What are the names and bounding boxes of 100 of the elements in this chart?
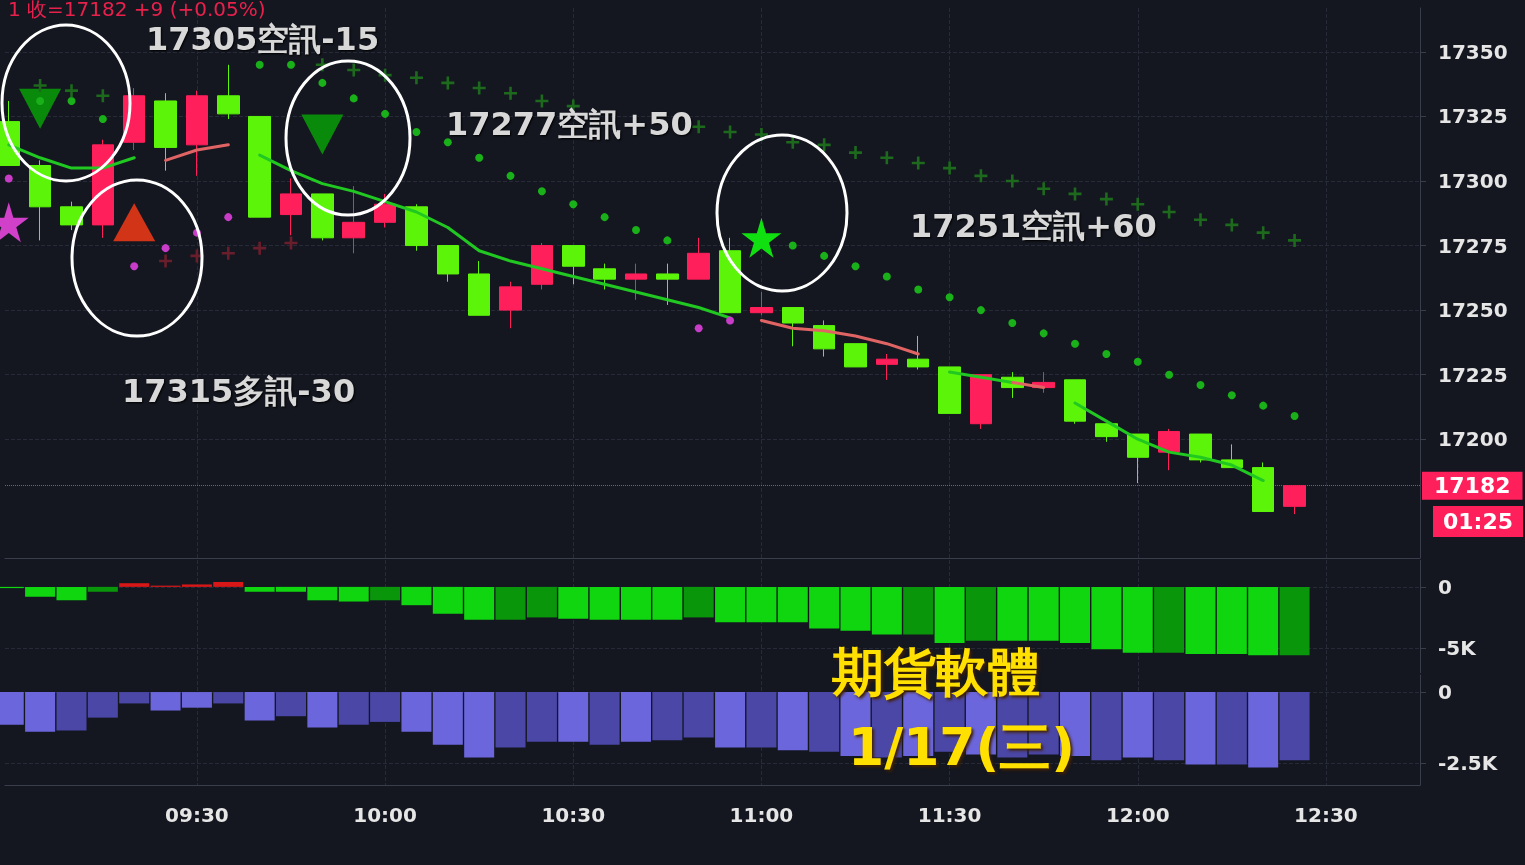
point [1196,381,1205,389]
point [253,241,267,255]
point [33,78,47,92]
point [1165,370,1174,379]
point [506,171,515,180]
point [36,96,45,105]
point [287,60,296,69]
point [1005,174,1019,188]
candlestick [1158,428,1180,471]
point [788,241,797,250]
point [1133,357,1142,366]
candlestick [29,159,51,241]
point [820,251,829,260]
point [726,316,735,325]
annotation: 17251空訊+60 [910,206,1157,247]
candlestick [280,177,302,236]
point [96,89,110,103]
point [130,262,139,271]
candlestick [844,343,867,368]
annotation: 17315多訊-30 [122,371,356,412]
y-tick-label: 0 [1438,574,1452,599]
x-tick-label: 10:00 [353,803,417,827]
point [1099,192,1113,206]
candlestick [60,201,83,231]
point [1193,213,1207,227]
candlestick [625,263,647,301]
point [1259,401,1268,410]
candlestick [562,245,585,285]
candlestick [1064,379,1086,425]
y-tick-label: 17250 [1438,298,1508,323]
point [849,146,863,160]
point [381,109,390,118]
point [911,156,925,170]
candlestick [1095,423,1118,443]
candlestick [405,203,428,252]
y-tick-label: -5K [1438,635,1478,660]
point [255,60,264,69]
point [1037,182,1051,196]
point [692,120,706,134]
point [1008,319,1017,328]
y-tick-label: 17325 [1438,104,1508,129]
point [65,84,78,98]
point [409,71,423,85]
candlestick [154,92,177,172]
text: 01:25 [1433,506,1524,537]
point [1256,226,1270,240]
candlestick [1252,461,1274,513]
x-tick-label: 12:00 [1105,803,1170,827]
point [537,187,546,196]
point [880,151,894,165]
point [475,153,484,162]
candlestick [938,366,961,414]
point [161,244,170,253]
x-tick-label: 12:30 [1294,803,1358,827]
candlestick [217,64,240,120]
point [412,127,421,136]
point [943,161,957,175]
candlestick [468,260,490,316]
candlestick [531,242,553,290]
candlestick [656,263,679,306]
candlestick [311,193,334,241]
candlestick [499,281,522,329]
candlestick [186,90,208,177]
x-tick-label: 09:30 [165,803,229,827]
y-tick-label: 17300 [1438,169,1508,193]
point [1227,391,1236,400]
point [914,285,923,294]
point [786,135,800,149]
candlestick [782,307,804,347]
candlestick [374,193,396,228]
point [504,86,518,100]
candlestick [342,185,365,254]
point [221,246,235,260]
candlestick [687,237,710,280]
point [600,213,609,222]
x-tick-label: 10:30 [541,803,606,827]
candlestick [593,263,616,290]
x-tick-label: 11:00 [729,803,794,827]
point [67,96,76,105]
point [1102,350,1111,359]
point [851,262,860,271]
annotation: 期貨軟體 [832,641,1040,704]
y-tick-label: 17225 [1438,362,1508,387]
y-tick-label: 0 [1438,680,1452,705]
y-tick-label: 17350 [1438,39,1508,64]
point [301,114,344,155]
point [113,203,156,242]
point [4,174,13,183]
point [632,226,640,235]
point [98,115,107,124]
point [945,293,954,302]
candlestick [750,291,773,316]
point [741,217,782,258]
ref-line-label: 17182 [1434,473,1511,499]
candlestick [437,245,459,283]
point [443,138,452,147]
point [976,306,985,315]
point [159,254,173,268]
point [349,94,358,103]
point [347,63,361,77]
